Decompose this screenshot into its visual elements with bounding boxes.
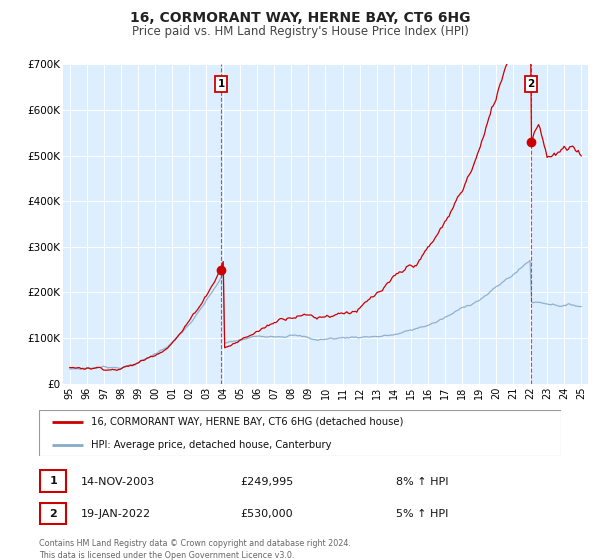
Text: 8% ↑ HPI: 8% ↑ HPI	[396, 477, 449, 487]
Text: Contains HM Land Registry data © Crown copyright and database right 2024.
This d: Contains HM Land Registry data © Crown c…	[39, 539, 351, 559]
Text: 14-NOV-2003: 14-NOV-2003	[81, 477, 155, 487]
Text: Price paid vs. HM Land Registry's House Price Index (HPI): Price paid vs. HM Land Registry's House …	[131, 25, 469, 38]
Text: 16, CORMORANT WAY, HERNE BAY, CT6 6HG (detached house): 16, CORMORANT WAY, HERNE BAY, CT6 6HG (d…	[91, 417, 404, 427]
Text: £249,995: £249,995	[240, 477, 293, 487]
Text: HPI: Average price, detached house, Canterbury: HPI: Average price, detached house, Cant…	[91, 440, 332, 450]
Text: 1: 1	[50, 476, 57, 486]
Text: 16, CORMORANT WAY, HERNE BAY, CT6 6HG: 16, CORMORANT WAY, HERNE BAY, CT6 6HG	[130, 11, 470, 25]
Text: 5% ↑ HPI: 5% ↑ HPI	[396, 509, 448, 519]
Text: 2: 2	[527, 79, 535, 89]
Text: £530,000: £530,000	[240, 509, 293, 519]
Text: 19-JAN-2022: 19-JAN-2022	[81, 509, 151, 519]
Text: 2: 2	[50, 508, 57, 519]
Text: 1: 1	[217, 79, 224, 89]
